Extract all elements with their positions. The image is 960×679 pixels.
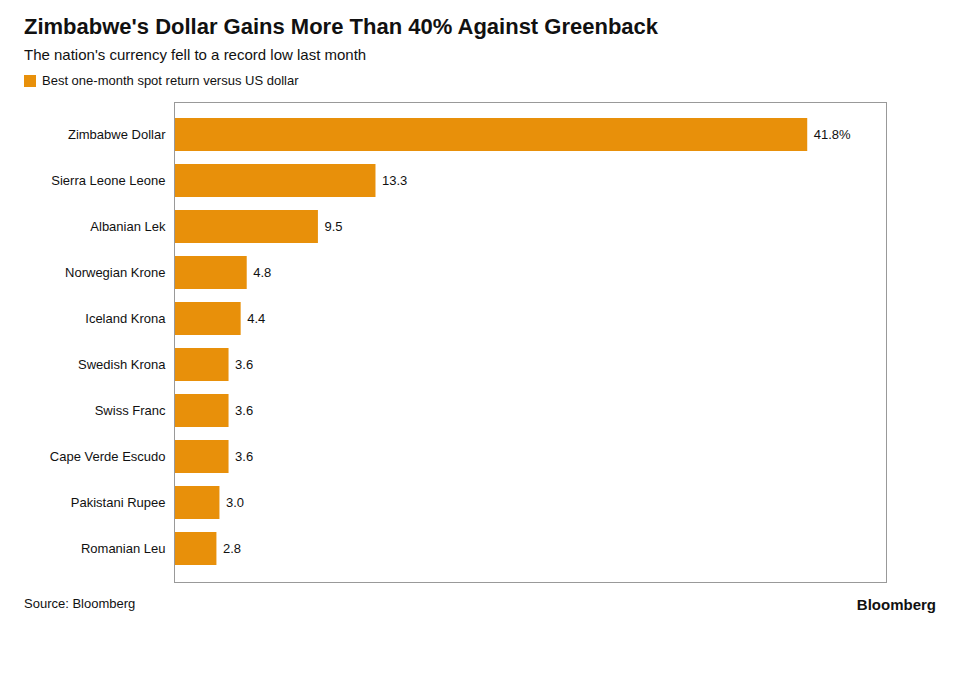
svg-text:2.8: 2.8 (223, 541, 241, 556)
svg-text:Albanian Lek: Albanian Lek (90, 219, 166, 234)
html-text:Zimbabwe's Dollar Gains More T: Zimbabwe's Dollar Gains More Than 40% Ag… (24, 14, 658, 39)
html-text:Bloomberg: Bloomberg (856, 596, 936, 613)
html-text:Source: Bloomberg: Source: Bloomberg (24, 596, 136, 611)
svg-text:41.8%: 41.8% (814, 127, 851, 142)
svg-text:4.4: 4.4 (247, 311, 265, 326)
svg-text:Zimbabwe Dollar: Zimbabwe Dollar (68, 127, 166, 142)
svg-text:Swedish Krona: Swedish Krona (78, 357, 166, 372)
svg-text:3.6: 3.6 (235, 449, 253, 464)
svg-text:Norwegian Krone: Norwegian Krone (65, 265, 165, 280)
svg-text:Pakistani Rupee: Pakistani Rupee (71, 495, 166, 510)
svg-text:Romanian Leu: Romanian Leu (81, 541, 166, 556)
svg-text:Swiss Franc: Swiss Franc (95, 403, 166, 418)
html-text:Best one-month spot return ver: Best one-month spot return versus US dol… (42, 73, 299, 88)
svg-text:3.6: 3.6 (235, 357, 253, 372)
html-text:The nation's currency fell to: The nation's currency fell to a record l… (24, 46, 367, 63)
svg-text:3.0: 3.0 (226, 495, 244, 510)
svg-text:Cape Verde Escudo: Cape Verde Escudo (50, 449, 166, 464)
svg-text:Iceland Krona: Iceland Krona (85, 311, 166, 326)
svg-text:Sierra Leone Leone: Sierra Leone Leone (51, 173, 165, 188)
svg-text:13.3: 13.3 (382, 173, 407, 188)
svg-text:9.5: 9.5 (324, 219, 342, 234)
svg-text:4.8: 4.8 (253, 265, 271, 280)
svg-text:3.6: 3.6 (235, 403, 253, 418)
